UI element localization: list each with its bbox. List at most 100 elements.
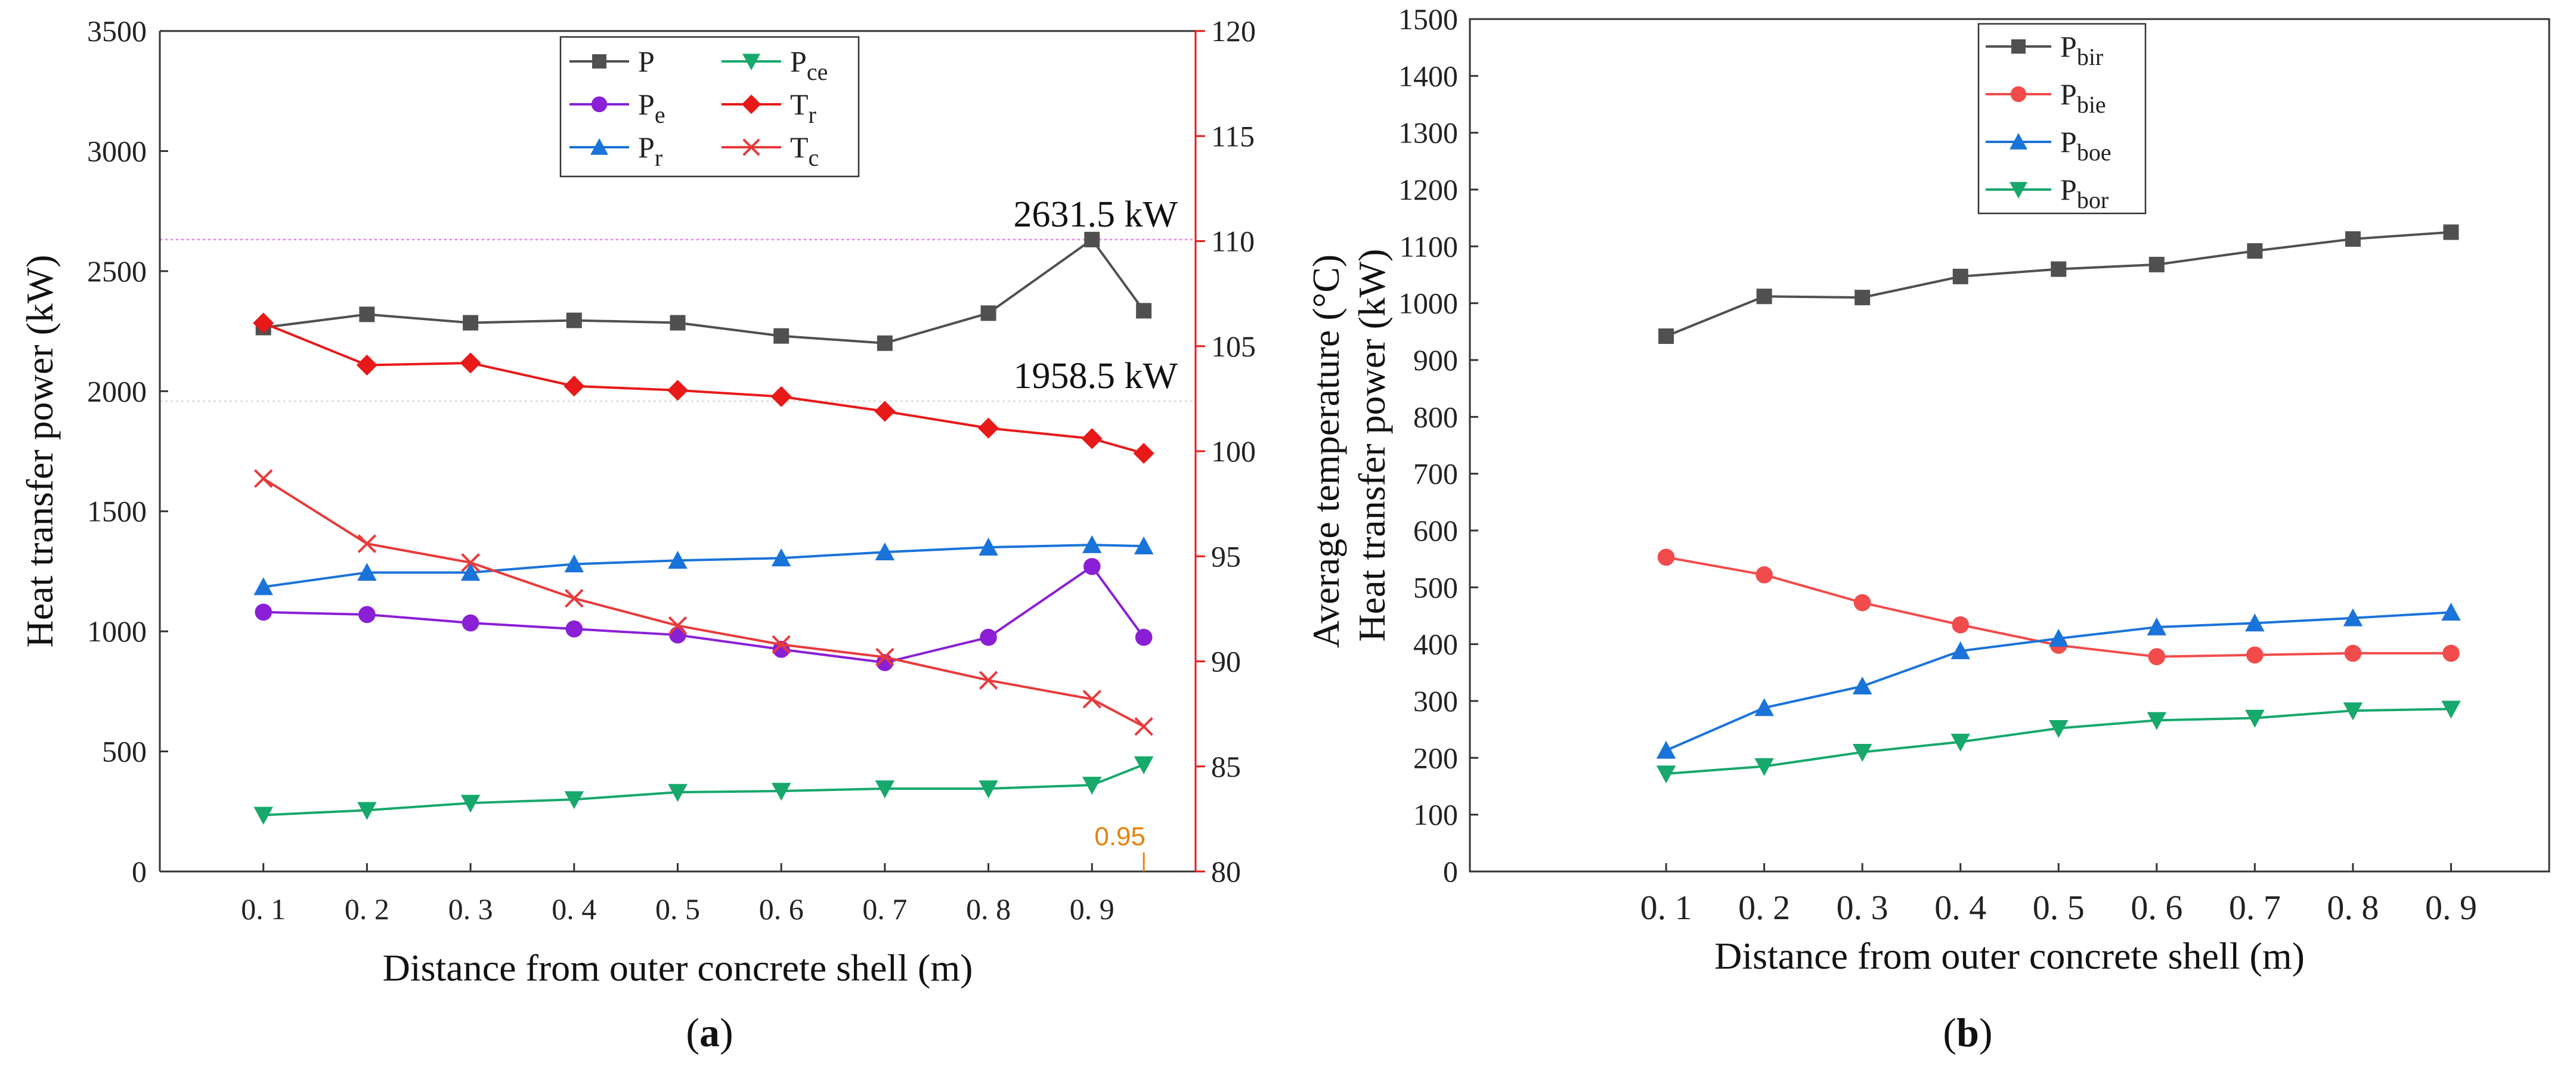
x-tick-label: 0. 1 — [1640, 888, 1692, 927]
legend-label-name: P — [790, 45, 807, 78]
y-axis-label: Heat transfer power (kW) — [1351, 249, 1393, 641]
legend-label: Pbor — [2060, 173, 2109, 213]
data-point — [875, 542, 895, 561]
x-tick-label: 0. 9 — [2425, 888, 2477, 927]
y-tick-label: 2000 — [87, 374, 147, 408]
y-tick-label: 1500 — [1398, 2, 1458, 36]
y2-tick-label: 80 — [1211, 855, 1241, 888]
data-point — [1082, 535, 1102, 553]
y-tick-label: 900 — [1413, 343, 1458, 377]
data-point — [668, 616, 688, 635]
data-point — [1853, 594, 1871, 612]
data-point — [667, 380, 689, 401]
data-point — [1082, 690, 1102, 709]
data-point — [1135, 628, 1153, 646]
data-point — [669, 626, 686, 644]
legend-swatch-marker — [742, 138, 760, 156]
y-tick-label: 1400 — [1398, 59, 1458, 92]
data-point — [565, 620, 583, 638]
data-point — [877, 335, 893, 351]
data-point — [462, 614, 479, 632]
y-tick-label: 3000 — [87, 134, 147, 168]
x-axis-label: Distance from outer concrete shell (m) — [383, 947, 973, 989]
data-point — [2148, 256, 2165, 272]
y2-axis-label: Average temperature (°C) — [1305, 255, 1347, 649]
data-point — [2343, 608, 2363, 626]
data-point — [358, 606, 376, 624]
legend-label-name: T — [790, 131, 809, 164]
data-point — [1755, 566, 1773, 584]
x-tick-label: 0. 3 — [448, 892, 493, 926]
y2-tick-label: 120 — [1211, 14, 1256, 48]
legend-swatch-marker — [742, 54, 760, 70]
data-point — [1082, 777, 1102, 795]
data-point — [566, 312, 582, 328]
y-tick-label: 1200 — [1398, 173, 1458, 206]
data-point — [1952, 268, 1968, 284]
y2-tick-label: 85 — [1211, 750, 1241, 783]
data-point — [1134, 717, 1153, 736]
data-point — [2442, 644, 2460, 662]
legend-label-name: P — [2060, 77, 2077, 111]
y-tick-label: 1500 — [87, 495, 147, 528]
data-point — [1854, 290, 1871, 306]
panel-label-a: (a) — [686, 1010, 733, 1055]
y-tick-label: 100 — [1413, 798, 1458, 832]
legend-label: Pboe — [2060, 125, 2111, 166]
legend-swatch-marker — [2010, 182, 2027, 198]
x-axis-label: Distance from outer concrete shell (m) — [1714, 935, 2305, 977]
data-point — [463, 315, 479, 331]
series-line — [263, 564, 1145, 664]
data-point — [2049, 628, 2069, 647]
data-point — [357, 563, 377, 581]
x-tick-label: 0. 2 — [345, 892, 389, 926]
reference-label: 1958.5 kW — [1013, 356, 1178, 396]
y2-tick-label: 115 — [1211, 119, 1255, 153]
legend-label-sub: r — [809, 101, 816, 128]
legend-swatch-marker — [2011, 39, 2026, 54]
legend-label-sub: c — [809, 144, 819, 171]
data-point — [2147, 712, 2167, 730]
data-point — [564, 376, 585, 397]
y-tick-label: 400 — [1413, 628, 1458, 661]
data-point — [1950, 641, 1970, 659]
data-point — [255, 603, 273, 621]
legend-label: P — [638, 45, 655, 78]
x-tick-label: 0. 3 — [1837, 888, 1888, 927]
legend-label-sub: e — [655, 101, 665, 128]
x-tick-label: 0. 8 — [966, 892, 1011, 926]
legend-label: Pe — [638, 88, 665, 128]
data-point — [1133, 442, 1154, 464]
data-point — [357, 802, 377, 820]
data-point — [460, 563, 481, 581]
legend-label-name: P — [2060, 125, 2077, 159]
series-line — [262, 322, 1144, 455]
legend-label: Pbie — [2060, 77, 2106, 118]
y-tick-label: 600 — [1413, 514, 1458, 547]
legend-box — [1977, 23, 2147, 215]
data-point — [2147, 617, 2167, 635]
data-point — [1656, 765, 1676, 784]
x-tick-label: 0. 8 — [2327, 888, 2379, 927]
panel-label-b: (b) — [1943, 1010, 1992, 1055]
data-point — [1656, 740, 1676, 759]
data-point — [2443, 224, 2459, 240]
data-point — [2245, 709, 2265, 728]
data-point — [980, 628, 997, 646]
data-point — [253, 469, 273, 488]
data-point — [980, 305, 996, 321]
legend-swatch-marker — [2010, 86, 2027, 103]
data-point — [1136, 303, 1152, 319]
y2-tick-label: 95 — [1211, 539, 1241, 573]
data-point — [2247, 243, 2263, 259]
data-point — [771, 783, 791, 801]
y-axis-label: Heat transfer power (kW) — [18, 255, 61, 647]
data-point — [668, 784, 688, 802]
series-line — [263, 544, 1144, 588]
data-point — [1657, 548, 1675, 566]
y-tick-label: 1000 — [87, 615, 147, 648]
data-point — [1083, 558, 1101, 575]
data-point — [1754, 758, 1774, 776]
data-point — [564, 791, 584, 809]
